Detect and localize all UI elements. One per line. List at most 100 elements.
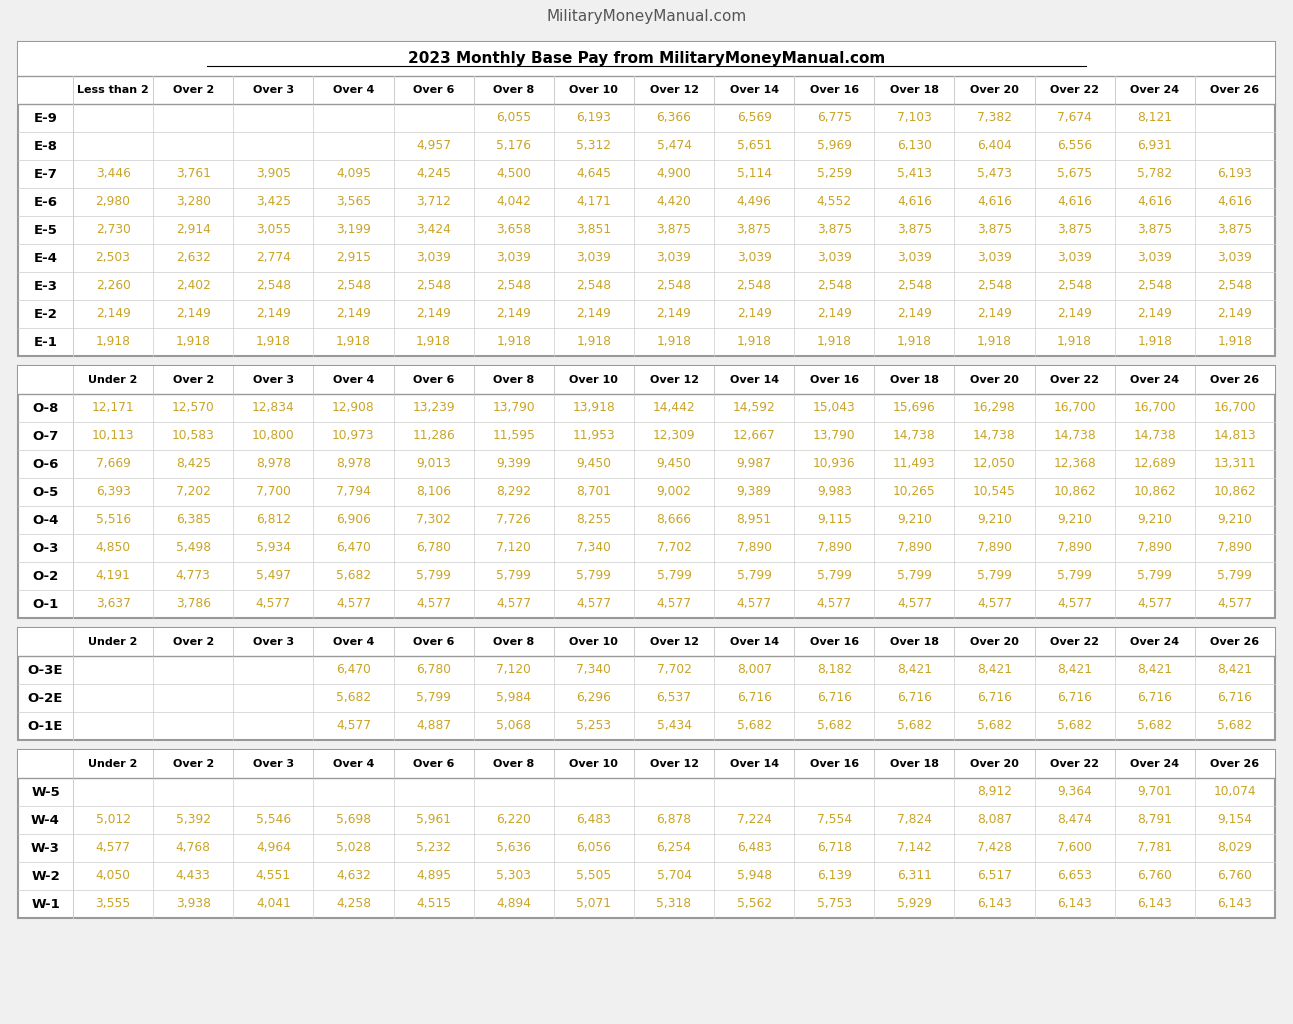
Text: 9,013: 9,013	[416, 458, 451, 470]
Text: 5,934: 5,934	[256, 542, 291, 555]
Text: 9,115: 9,115	[817, 513, 852, 526]
Text: 4,050: 4,050	[96, 869, 131, 883]
Text: 3,039: 3,039	[497, 252, 531, 264]
Text: 6,716: 6,716	[1218, 691, 1253, 705]
Text: 7,600: 7,600	[1058, 842, 1093, 854]
Text: E-9: E-9	[34, 112, 57, 125]
Text: 3,938: 3,938	[176, 897, 211, 910]
Text: 6,143: 6,143	[978, 897, 1012, 910]
Text: 5,232: 5,232	[416, 842, 451, 854]
Text: 2,548: 2,548	[336, 280, 371, 293]
Text: 1,918: 1,918	[978, 336, 1012, 348]
Text: 4,171: 4,171	[577, 196, 612, 209]
Text: 5,253: 5,253	[577, 720, 612, 732]
Text: 8,182: 8,182	[817, 664, 852, 677]
Text: 2,730: 2,730	[96, 223, 131, 237]
Text: 3,424: 3,424	[416, 223, 451, 237]
Text: 11,493: 11,493	[893, 458, 936, 470]
Text: Over 6: Over 6	[412, 375, 454, 385]
Text: Over 20: Over 20	[970, 637, 1019, 647]
Text: 5,782: 5,782	[1138, 168, 1173, 180]
Text: 2,548: 2,548	[737, 280, 772, 293]
Text: O-6: O-6	[32, 458, 58, 470]
Text: 7,554: 7,554	[817, 813, 852, 826]
Text: 12,908: 12,908	[332, 401, 375, 415]
Text: 9,389: 9,389	[737, 485, 772, 499]
Bar	[18, 366, 1275, 394]
Text: W-3: W-3	[31, 842, 59, 854]
Text: 6,906: 6,906	[336, 513, 371, 526]
Text: Over 10: Over 10	[569, 759, 618, 769]
Text: 7,890: 7,890	[1218, 542, 1253, 555]
Text: 10,800: 10,800	[252, 429, 295, 442]
Text: 3,565: 3,565	[336, 196, 371, 209]
Text: 9,210: 9,210	[1218, 513, 1253, 526]
Text: Over 3: Over 3	[252, 85, 294, 95]
Text: 1,918: 1,918	[1058, 336, 1093, 348]
Text: 3,875: 3,875	[737, 223, 772, 237]
Text: 6,537: 6,537	[657, 691, 692, 705]
Text: 6,760: 6,760	[1218, 869, 1253, 883]
Text: Over 18: Over 18	[890, 375, 939, 385]
Text: Over 14: Over 14	[729, 375, 778, 385]
Text: 2,149: 2,149	[577, 307, 612, 321]
Text: 5,948: 5,948	[737, 869, 772, 883]
Text: 4,577: 4,577	[978, 597, 1012, 610]
Text: 6,716: 6,716	[737, 691, 772, 705]
Text: 2,914: 2,914	[176, 223, 211, 237]
Text: 8,421: 8,421	[897, 664, 932, 677]
Text: 2,149: 2,149	[657, 307, 692, 321]
Text: 5,929: 5,929	[897, 897, 932, 910]
Text: 7,302: 7,302	[416, 513, 451, 526]
Text: Over 10: Over 10	[569, 85, 618, 95]
Text: 4,433: 4,433	[176, 869, 211, 883]
Text: 5,434: 5,434	[657, 720, 692, 732]
Text: 5,413: 5,413	[897, 168, 932, 180]
Text: Over 22: Over 22	[1050, 375, 1099, 385]
Text: 6,780: 6,780	[416, 664, 451, 677]
Text: Over 24: Over 24	[1130, 375, 1179, 385]
Text: 4,616: 4,616	[1058, 196, 1093, 209]
Text: 3,280: 3,280	[176, 196, 211, 209]
Text: 2,260: 2,260	[96, 280, 131, 293]
Text: Over 22: Over 22	[1050, 759, 1099, 769]
Text: 10,113: 10,113	[92, 429, 134, 442]
Text: 4,577: 4,577	[897, 597, 932, 610]
Text: 7,224: 7,224	[737, 813, 772, 826]
Text: 8,425: 8,425	[176, 458, 211, 470]
Text: 2,149: 2,149	[1138, 307, 1173, 321]
Text: Over 10: Over 10	[569, 637, 618, 647]
Text: 4,420: 4,420	[657, 196, 692, 209]
Text: Over 18: Over 18	[890, 759, 939, 769]
Text: 5,682: 5,682	[1138, 720, 1173, 732]
Text: 5,318: 5,318	[657, 897, 692, 910]
Text: Over 3: Over 3	[252, 637, 294, 647]
Text: Over 24: Over 24	[1130, 759, 1179, 769]
Text: 5,799: 5,799	[416, 569, 451, 583]
Text: 2,402: 2,402	[176, 280, 211, 293]
Text: 5,473: 5,473	[978, 168, 1012, 180]
Text: 5,636: 5,636	[497, 842, 531, 854]
Text: 14,813: 14,813	[1214, 429, 1257, 442]
Text: 5,312: 5,312	[577, 139, 612, 153]
Text: 2,548: 2,548	[1138, 280, 1173, 293]
Text: 9,210: 9,210	[897, 513, 932, 526]
Text: 6,716: 6,716	[978, 691, 1012, 705]
Text: W-4: W-4	[31, 813, 59, 826]
Text: 4,515: 4,515	[416, 897, 451, 910]
Text: 4,577: 4,577	[336, 597, 371, 610]
Text: 8,087: 8,087	[978, 813, 1012, 826]
Text: 4,900: 4,900	[657, 168, 692, 180]
Text: 2,980: 2,980	[96, 196, 131, 209]
Text: 6,220: 6,220	[497, 813, 531, 826]
Text: 5,682: 5,682	[737, 720, 772, 732]
Text: 5,799: 5,799	[737, 569, 772, 583]
Text: 5,799: 5,799	[416, 691, 451, 705]
Text: O-3: O-3	[32, 542, 58, 555]
Text: 3,039: 3,039	[978, 252, 1012, 264]
Text: 10,862: 10,862	[1214, 485, 1257, 499]
Text: 9,364: 9,364	[1058, 785, 1093, 799]
Text: 2,149: 2,149	[1058, 307, 1093, 321]
Text: 3,555: 3,555	[96, 897, 131, 910]
Text: Over 6: Over 6	[412, 759, 454, 769]
